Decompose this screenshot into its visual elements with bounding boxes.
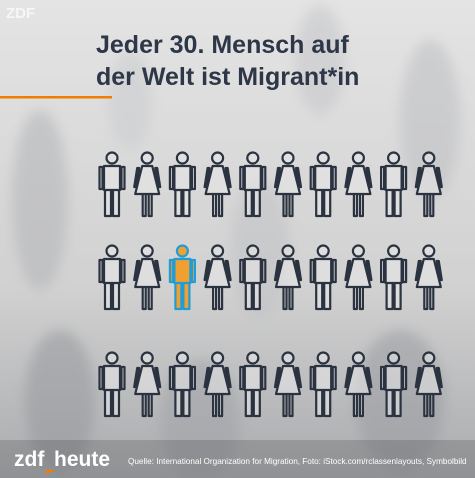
person (344, 351, 373, 418)
person (203, 351, 232, 418)
person (344, 151, 373, 218)
person (414, 351, 443, 418)
logo-underline (45, 470, 53, 473)
person (309, 351, 337, 418)
person (414, 151, 443, 218)
source: Quelle: International Organization for M… (128, 457, 467, 466)
person (168, 151, 196, 218)
corner-logo: ZDF (6, 5, 35, 22)
person-highlight (168, 244, 196, 311)
person (133, 151, 162, 218)
person (344, 244, 373, 311)
title-line: der Welt ist Migrant*in (96, 63, 359, 91)
person (98, 151, 126, 218)
person (168, 351, 196, 418)
person (273, 351, 303, 418)
person (309, 151, 337, 218)
logo-heute: heute (54, 448, 110, 471)
person (273, 151, 303, 218)
person (380, 244, 408, 311)
person (273, 244, 303, 311)
person (380, 151, 408, 218)
title-rule (0, 96, 112, 99)
person (239, 351, 267, 418)
person (309, 244, 337, 311)
person (380, 351, 408, 418)
person (133, 351, 162, 418)
person (98, 351, 126, 418)
person (239, 244, 267, 311)
logo-zdf: zdf (14, 448, 45, 471)
person (133, 244, 162, 311)
person (414, 244, 443, 311)
person (239, 151, 267, 218)
footer-band (0, 440, 475, 478)
person (203, 151, 232, 218)
person (98, 244, 126, 311)
person (203, 244, 232, 311)
people-grid (98, 151, 443, 418)
title-line: Jeder 30. Mensch auf (96, 31, 350, 59)
